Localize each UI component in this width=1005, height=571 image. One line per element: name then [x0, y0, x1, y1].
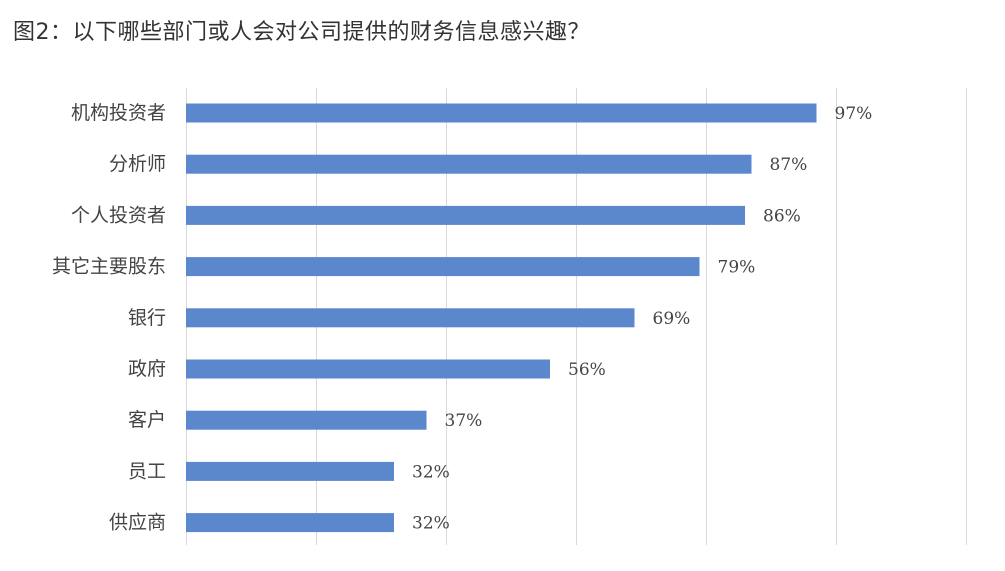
category-label: 机构投资者 — [71, 102, 166, 124]
value-label: 97% — [835, 104, 873, 124]
category-label: 其它主要股东 — [52, 256, 166, 278]
bar — [186, 513, 394, 533]
category-label: 政府 — [128, 358, 166, 380]
value-label: 56% — [568, 360, 606, 380]
value-label: 32% — [412, 514, 450, 534]
bar — [186, 103, 817, 123]
bar — [186, 461, 394, 481]
bar — [186, 257, 700, 277]
category-label: 客户 — [128, 409, 166, 431]
category-label: 员工 — [128, 460, 166, 482]
category-label: 供应商 — [109, 512, 166, 534]
value-label: 87% — [770, 155, 808, 175]
value-label: 32% — [412, 462, 450, 482]
category-label: 银行 — [128, 307, 166, 329]
value-label: 37% — [445, 411, 483, 431]
bar — [186, 205, 745, 225]
value-labels: 97% 87% 86% 79% 69% 56% 37% 32% 32% — [412, 104, 872, 534]
category-label: 个人投资者 — [71, 204, 166, 226]
category-label: 分析师 — [109, 153, 166, 175]
bars — [186, 103, 817, 533]
value-label: 69% — [653, 309, 691, 329]
chart-title: 图2：以下哪些部门或人会对公司提供的财务信息感兴趣？ — [13, 20, 590, 45]
bar — [186, 154, 752, 174]
bar — [186, 410, 427, 430]
value-label: 86% — [763, 206, 801, 226]
bar — [186, 308, 635, 328]
value-label: 79% — [718, 258, 756, 278]
bar — [186, 359, 550, 379]
